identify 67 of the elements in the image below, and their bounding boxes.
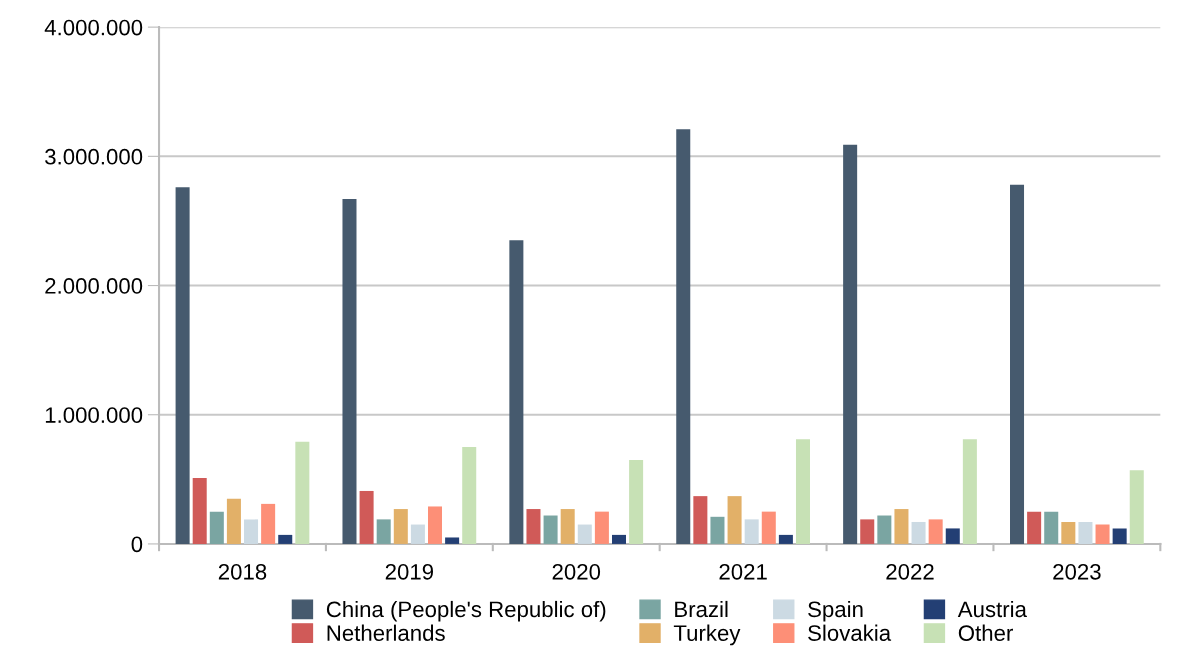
bar bbox=[295, 441, 310, 544]
bar bbox=[526, 509, 541, 544]
y-tick-label: 4.000.000 bbox=[44, 19, 143, 36]
bar bbox=[261, 503, 276, 544]
bar bbox=[543, 515, 558, 544]
x-tick-label: 2023 bbox=[1053, 563, 1101, 580]
bar bbox=[376, 519, 391, 544]
bar bbox=[843, 144, 858, 544]
legend-label: Austria bbox=[957, 600, 1027, 618]
bar bbox=[778, 534, 793, 544]
bar bbox=[894, 509, 909, 544]
bar bbox=[577, 524, 592, 544]
bar bbox=[1078, 521, 1093, 544]
bar bbox=[877, 515, 892, 544]
bar bbox=[244, 519, 259, 544]
bar bbox=[192, 478, 207, 544]
y-tick-label: 2.000.000 bbox=[45, 278, 143, 294]
bar bbox=[445, 537, 460, 544]
bar bbox=[629, 459, 644, 544]
y-tick-label: 3.000.000 bbox=[45, 148, 143, 165]
bar bbox=[509, 240, 524, 544]
x-tick-label: 2018 bbox=[218, 563, 267, 580]
bar bbox=[710, 516, 725, 544]
legend-label: Netherlands bbox=[327, 624, 445, 641]
bar bbox=[1044, 511, 1059, 544]
legend-label: Turkey bbox=[673, 624, 741, 646]
bar bbox=[761, 511, 776, 544]
bar bbox=[611, 534, 627, 544]
bar bbox=[594, 511, 609, 544]
y-tick-label: 1.000.000 bbox=[45, 407, 143, 423]
x-tick-label: 2020 bbox=[552, 563, 601, 580]
bar bbox=[727, 496, 742, 544]
bar bbox=[462, 447, 477, 544]
bar bbox=[428, 506, 443, 544]
bar bbox=[278, 534, 293, 544]
bar bbox=[928, 519, 943, 544]
bar bbox=[393, 509, 408, 544]
bar bbox=[342, 198, 357, 544]
bar bbox=[744, 519, 759, 544]
bar bbox=[1061, 521, 1076, 544]
bar bbox=[1112, 528, 1127, 544]
bar bbox=[945, 528, 960, 544]
bar bbox=[1027, 511, 1042, 544]
bar bbox=[693, 496, 708, 544]
y-tick-label: 0 bbox=[131, 536, 143, 553]
bar bbox=[1010, 184, 1025, 544]
legend-label: Other bbox=[958, 624, 1013, 641]
legend-label: Brazil bbox=[675, 600, 728, 618]
legend-label: China (People's Republic of) bbox=[326, 600, 606, 622]
bar bbox=[1129, 470, 1144, 544]
bar bbox=[676, 129, 691, 544]
x-tick-label: 2019 bbox=[385, 563, 434, 580]
bar bbox=[410, 524, 425, 544]
legend-label: Spain bbox=[808, 600, 863, 622]
bar bbox=[911, 521, 926, 544]
bar bbox=[795, 439, 810, 544]
bar bbox=[962, 439, 977, 544]
x-tick-label: 2022 bbox=[886, 563, 934, 580]
bar bbox=[175, 187, 190, 544]
bar bbox=[1095, 524, 1110, 544]
bar bbox=[209, 511, 224, 544]
bar bbox=[359, 490, 374, 544]
x-tick-label: 2021 bbox=[719, 563, 767, 580]
bar bbox=[560, 509, 575, 544]
bar bbox=[226, 498, 241, 544]
bar bbox=[860, 519, 875, 544]
legend-label: Slovakia bbox=[808, 624, 892, 641]
